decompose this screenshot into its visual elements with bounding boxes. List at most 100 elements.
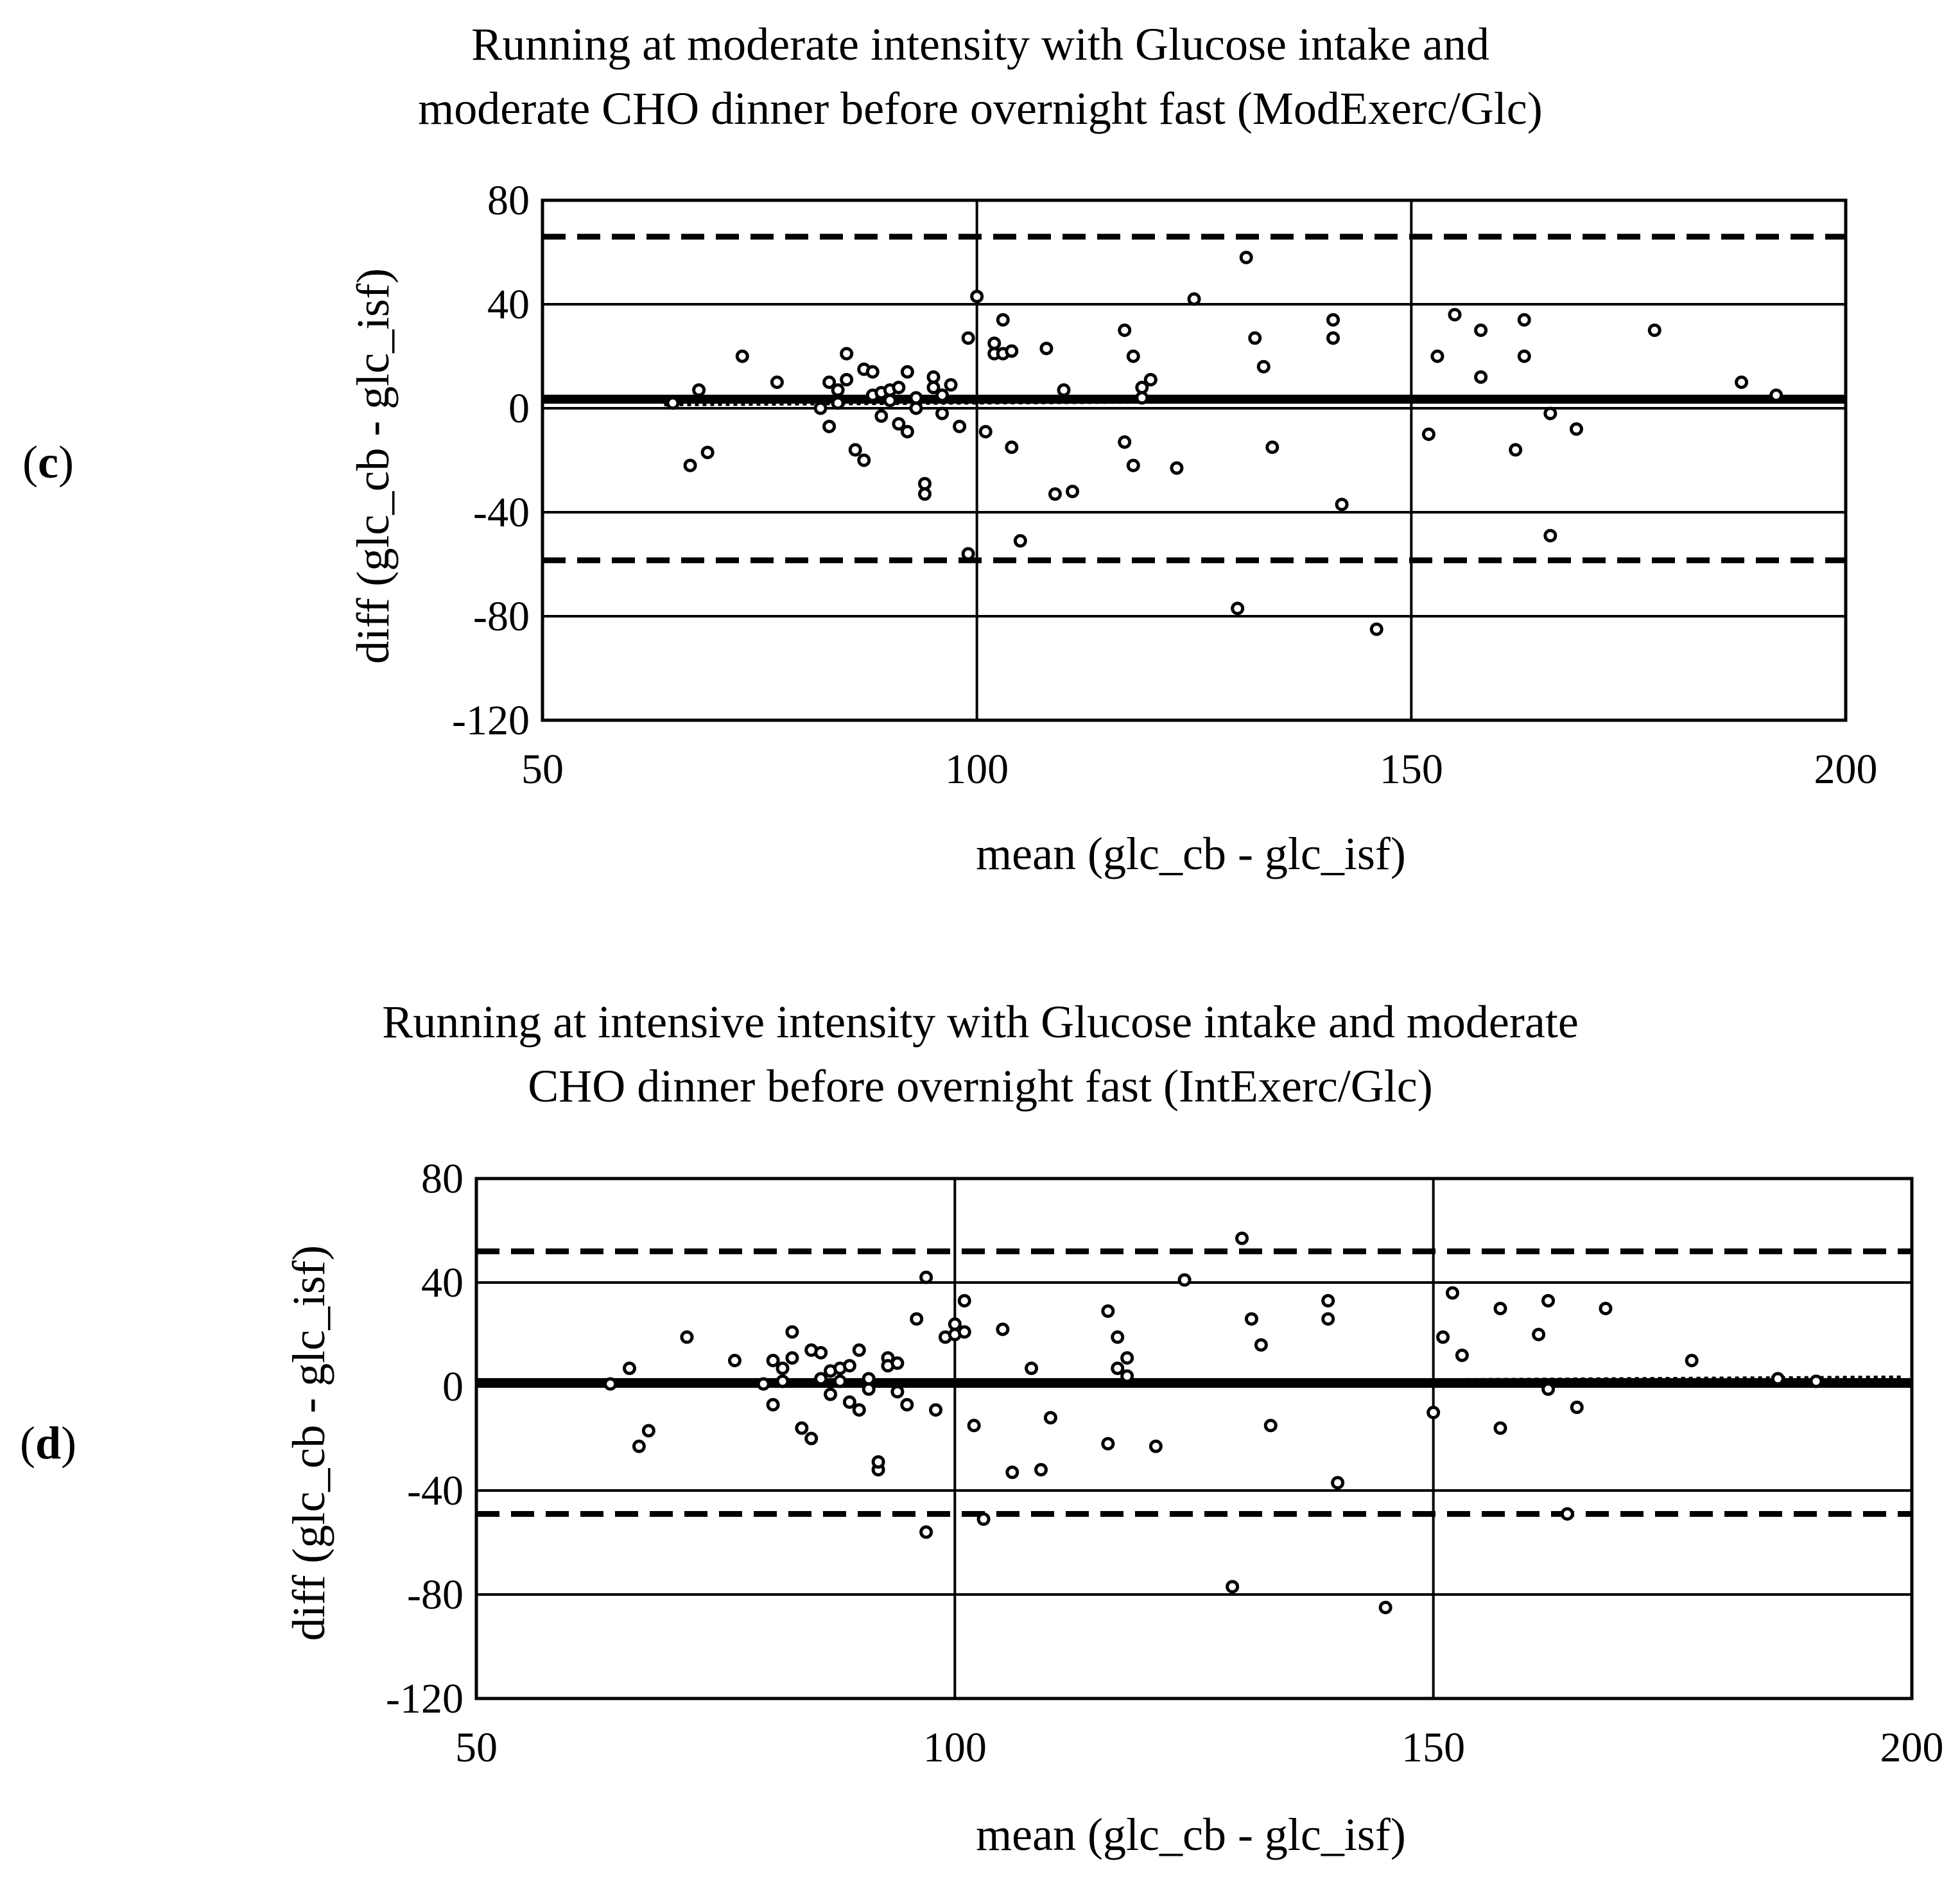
y-tick-label: 0 [508, 385, 530, 432]
y-tick-label: -40 [407, 1467, 464, 1514]
data-point [996, 313, 1010, 327]
data-point [1149, 1439, 1163, 1453]
data-point [666, 396, 680, 410]
data-point [1569, 422, 1583, 436]
data-point [814, 1345, 828, 1360]
data-point [840, 347, 854, 361]
data-point [1101, 1437, 1115, 1451]
data-point [1126, 349, 1140, 363]
y-tick-label: 40 [487, 281, 530, 328]
data-point [919, 1525, 933, 1539]
data-point [1101, 1304, 1115, 1318]
data-point [692, 383, 706, 397]
data-point [1263, 1419, 1278, 1433]
data-point [917, 476, 932, 490]
data-point [1647, 324, 1661, 337]
data-point [1120, 1369, 1134, 1383]
data-point [735, 349, 749, 363]
data-point [1005, 344, 1019, 358]
x-tick-label: 200 [1880, 1724, 1944, 1771]
y-axis-label: diff (glc_cb - glc_isf) [347, 268, 399, 664]
data-point [909, 391, 923, 405]
data-point [1448, 307, 1462, 322]
data-point [919, 1270, 933, 1284]
data-point [1187, 292, 1201, 306]
data-point [1427, 1406, 1441, 1419]
data-point [756, 1377, 770, 1391]
data-point [1493, 1421, 1507, 1435]
plot-frame [474, 1177, 1914, 1700]
data-point [776, 1361, 790, 1376]
x-tick-label: 100 [923, 1724, 987, 1771]
y-tick-label: 0 [442, 1363, 464, 1410]
data-point [1254, 1338, 1268, 1352]
data-point [1455, 1348, 1469, 1362]
data-point [770, 376, 784, 389]
data-point [857, 453, 871, 467]
data-point [1039, 341, 1054, 356]
panel-label: (d) [20, 1417, 76, 1469]
data-point [865, 365, 880, 379]
data-point [1331, 1476, 1345, 1490]
data-point [1118, 435, 1132, 449]
data-point [976, 1512, 991, 1526]
data-point [1048, 487, 1062, 501]
data-point [822, 419, 837, 433]
data-point [842, 1359, 856, 1373]
data-point [1541, 1382, 1556, 1396]
data-point [883, 393, 897, 408]
data-point [766, 1397, 780, 1412]
data-point [957, 1325, 971, 1339]
data-point [1326, 331, 1340, 345]
data-point [852, 1343, 866, 1357]
data-point [1126, 458, 1140, 472]
data-point [1436, 1330, 1450, 1344]
chart-title-line-2: CHO dinner before overnight fast (IntExe… [528, 1060, 1432, 1112]
data-point [795, 1421, 809, 1435]
data-point [1335, 497, 1349, 512]
data-point [727, 1354, 742, 1367]
data-point [900, 424, 914, 438]
data-point [1599, 1302, 1613, 1315]
data-point [1685, 1354, 1699, 1367]
data-point [785, 1325, 799, 1339]
data-point [862, 1382, 876, 1396]
data-point [1474, 324, 1488, 337]
data-point [1445, 1286, 1459, 1300]
data-point [1135, 391, 1149, 405]
data-point [603, 1377, 618, 1391]
data-point [680, 1330, 694, 1344]
data-point [996, 1322, 1010, 1336]
y-tick-label: -120 [386, 1675, 464, 1722]
data-point [1226, 1580, 1240, 1594]
data-point [1118, 324, 1132, 337]
data-point [1235, 1231, 1249, 1245]
data-point [1256, 359, 1271, 374]
data-point [1321, 1312, 1335, 1326]
chart-panel-d: Running at intensive intensity with Gluc… [20, 996, 1944, 1860]
data-point [1509, 443, 1523, 457]
data-point [1066, 485, 1080, 499]
data-point [917, 487, 932, 501]
data-point [1517, 313, 1531, 327]
data-point [1570, 1400, 1584, 1414]
data-point [1560, 1507, 1574, 1521]
data-point [1378, 1600, 1392, 1614]
x-axis-label: mean (glc_cb - glc_isf) [976, 1809, 1406, 1860]
data-point [1013, 534, 1027, 548]
y-tick-label: 40 [421, 1259, 464, 1306]
data-point [813, 401, 828, 415]
data-point [1265, 440, 1279, 454]
data-point [1809, 1374, 1823, 1388]
plot-frame [541, 198, 1848, 722]
data-point [1543, 406, 1557, 420]
data-point [967, 1419, 981, 1433]
data-point [909, 401, 923, 415]
data-point [1532, 1327, 1546, 1342]
data-point [1541, 1293, 1556, 1308]
data-point [1421, 428, 1435, 441]
x-tick-label: 150 [1380, 746, 1443, 793]
x-tick-label: 150 [1401, 1724, 1465, 1771]
data-point [900, 365, 914, 379]
